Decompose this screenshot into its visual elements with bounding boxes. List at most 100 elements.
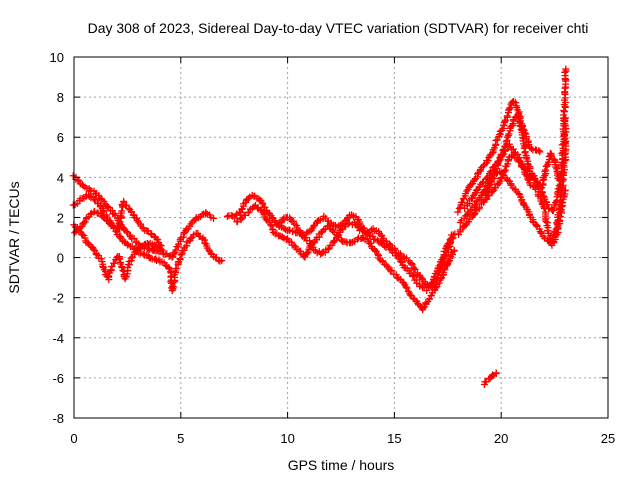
data-point bbox=[382, 261, 390, 269]
x-axis-title: GPS time / hours bbox=[288, 457, 395, 473]
x-tick-label: 25 bbox=[601, 431, 615, 446]
series-track-k bbox=[461, 140, 563, 212]
tick-labels: 0 5 10 15 20 25 -8 -6 -4 -2 0 2 4 6 8 10 bbox=[50, 50, 616, 446]
data-point bbox=[517, 125, 525, 133]
y-tick-label: -8 bbox=[52, 411, 64, 426]
data-point bbox=[374, 250, 382, 258]
data-point bbox=[560, 108, 568, 116]
y-tick-label: 6 bbox=[57, 130, 64, 145]
data-point bbox=[176, 254, 184, 262]
data-point bbox=[493, 136, 501, 144]
data-point bbox=[409, 273, 417, 281]
data-point bbox=[492, 369, 500, 377]
data-point bbox=[549, 206, 557, 214]
x-tick-label: 10 bbox=[280, 431, 294, 446]
data-point bbox=[266, 221, 274, 229]
data-point bbox=[484, 157, 492, 165]
data-point bbox=[139, 250, 147, 258]
data-point bbox=[397, 258, 405, 266]
data-point bbox=[419, 304, 427, 312]
y-tick-label: 10 bbox=[50, 50, 64, 65]
data-point bbox=[375, 238, 383, 246]
y-tick-label: -6 bbox=[52, 371, 64, 386]
data-point bbox=[152, 255, 160, 263]
data-point bbox=[172, 246, 180, 254]
data-point bbox=[177, 251, 185, 259]
data-point bbox=[262, 215, 270, 223]
data-point bbox=[448, 235, 456, 243]
data-point bbox=[496, 131, 504, 139]
data-point bbox=[385, 240, 393, 248]
x-tick-label: 20 bbox=[494, 431, 508, 446]
data-point bbox=[126, 231, 134, 239]
data-point bbox=[444, 244, 452, 252]
data-points bbox=[69, 65, 570, 388]
data-point bbox=[478, 179, 486, 187]
data-point bbox=[470, 176, 478, 184]
data-point bbox=[127, 254, 135, 262]
data-point bbox=[303, 249, 311, 257]
y-tick-label: -2 bbox=[52, 291, 64, 306]
data-point bbox=[402, 283, 410, 291]
data-point bbox=[562, 65, 570, 73]
data-point bbox=[561, 68, 569, 76]
y-tick-label: 4 bbox=[57, 170, 64, 185]
data-point bbox=[489, 149, 497, 157]
data-point bbox=[503, 133, 511, 141]
y-tick-label: -4 bbox=[52, 331, 64, 346]
data-point bbox=[342, 238, 350, 246]
data-point bbox=[406, 291, 414, 299]
data-point bbox=[450, 246, 458, 254]
data-point bbox=[244, 195, 252, 203]
data-point bbox=[279, 233, 287, 241]
data-point bbox=[210, 214, 218, 222]
data-point bbox=[503, 112, 511, 120]
data-point bbox=[403, 284, 411, 292]
data-point bbox=[110, 210, 118, 218]
axis-ticks bbox=[73, 56, 609, 419]
data-point bbox=[446, 240, 454, 248]
y-tick-label: 0 bbox=[57, 251, 64, 266]
data-point bbox=[89, 245, 97, 253]
data-point bbox=[393, 273, 401, 281]
data-point bbox=[157, 242, 165, 250]
data-point bbox=[172, 265, 180, 273]
data-point bbox=[90, 195, 98, 203]
data-point bbox=[439, 259, 447, 267]
data-point bbox=[158, 246, 166, 254]
data-point bbox=[324, 245, 332, 253]
data-point bbox=[371, 246, 379, 254]
data-point bbox=[116, 255, 124, 263]
data-point bbox=[81, 218, 89, 226]
data-point bbox=[552, 225, 560, 233]
data-point bbox=[156, 241, 164, 249]
data-point bbox=[560, 107, 568, 115]
series-track-m bbox=[480, 369, 500, 388]
data-point bbox=[520, 144, 528, 152]
data-point bbox=[463, 187, 471, 195]
data-point bbox=[494, 158, 502, 166]
data-point bbox=[133, 216, 141, 224]
data-point bbox=[218, 257, 226, 265]
y-axis-title: SDTVAR / TECUs bbox=[6, 181, 22, 293]
data-point bbox=[118, 207, 126, 215]
data-point bbox=[165, 265, 173, 273]
data-point bbox=[104, 203, 112, 211]
data-point bbox=[84, 239, 92, 247]
data-point bbox=[110, 259, 118, 267]
data-point bbox=[542, 218, 550, 226]
data-point bbox=[526, 172, 534, 180]
x-tick-label: 15 bbox=[387, 431, 401, 446]
x-tick-label: 5 bbox=[177, 431, 184, 446]
data-point bbox=[536, 148, 544, 156]
data-point bbox=[297, 229, 305, 237]
data-point bbox=[130, 234, 138, 242]
data-point bbox=[353, 235, 361, 243]
data-point bbox=[486, 182, 494, 190]
data-point bbox=[250, 203, 258, 211]
plot-frame bbox=[73, 56, 609, 419]
data-point bbox=[516, 122, 524, 130]
data-point bbox=[505, 130, 513, 138]
data-point bbox=[301, 234, 309, 242]
data-point bbox=[541, 168, 549, 176]
